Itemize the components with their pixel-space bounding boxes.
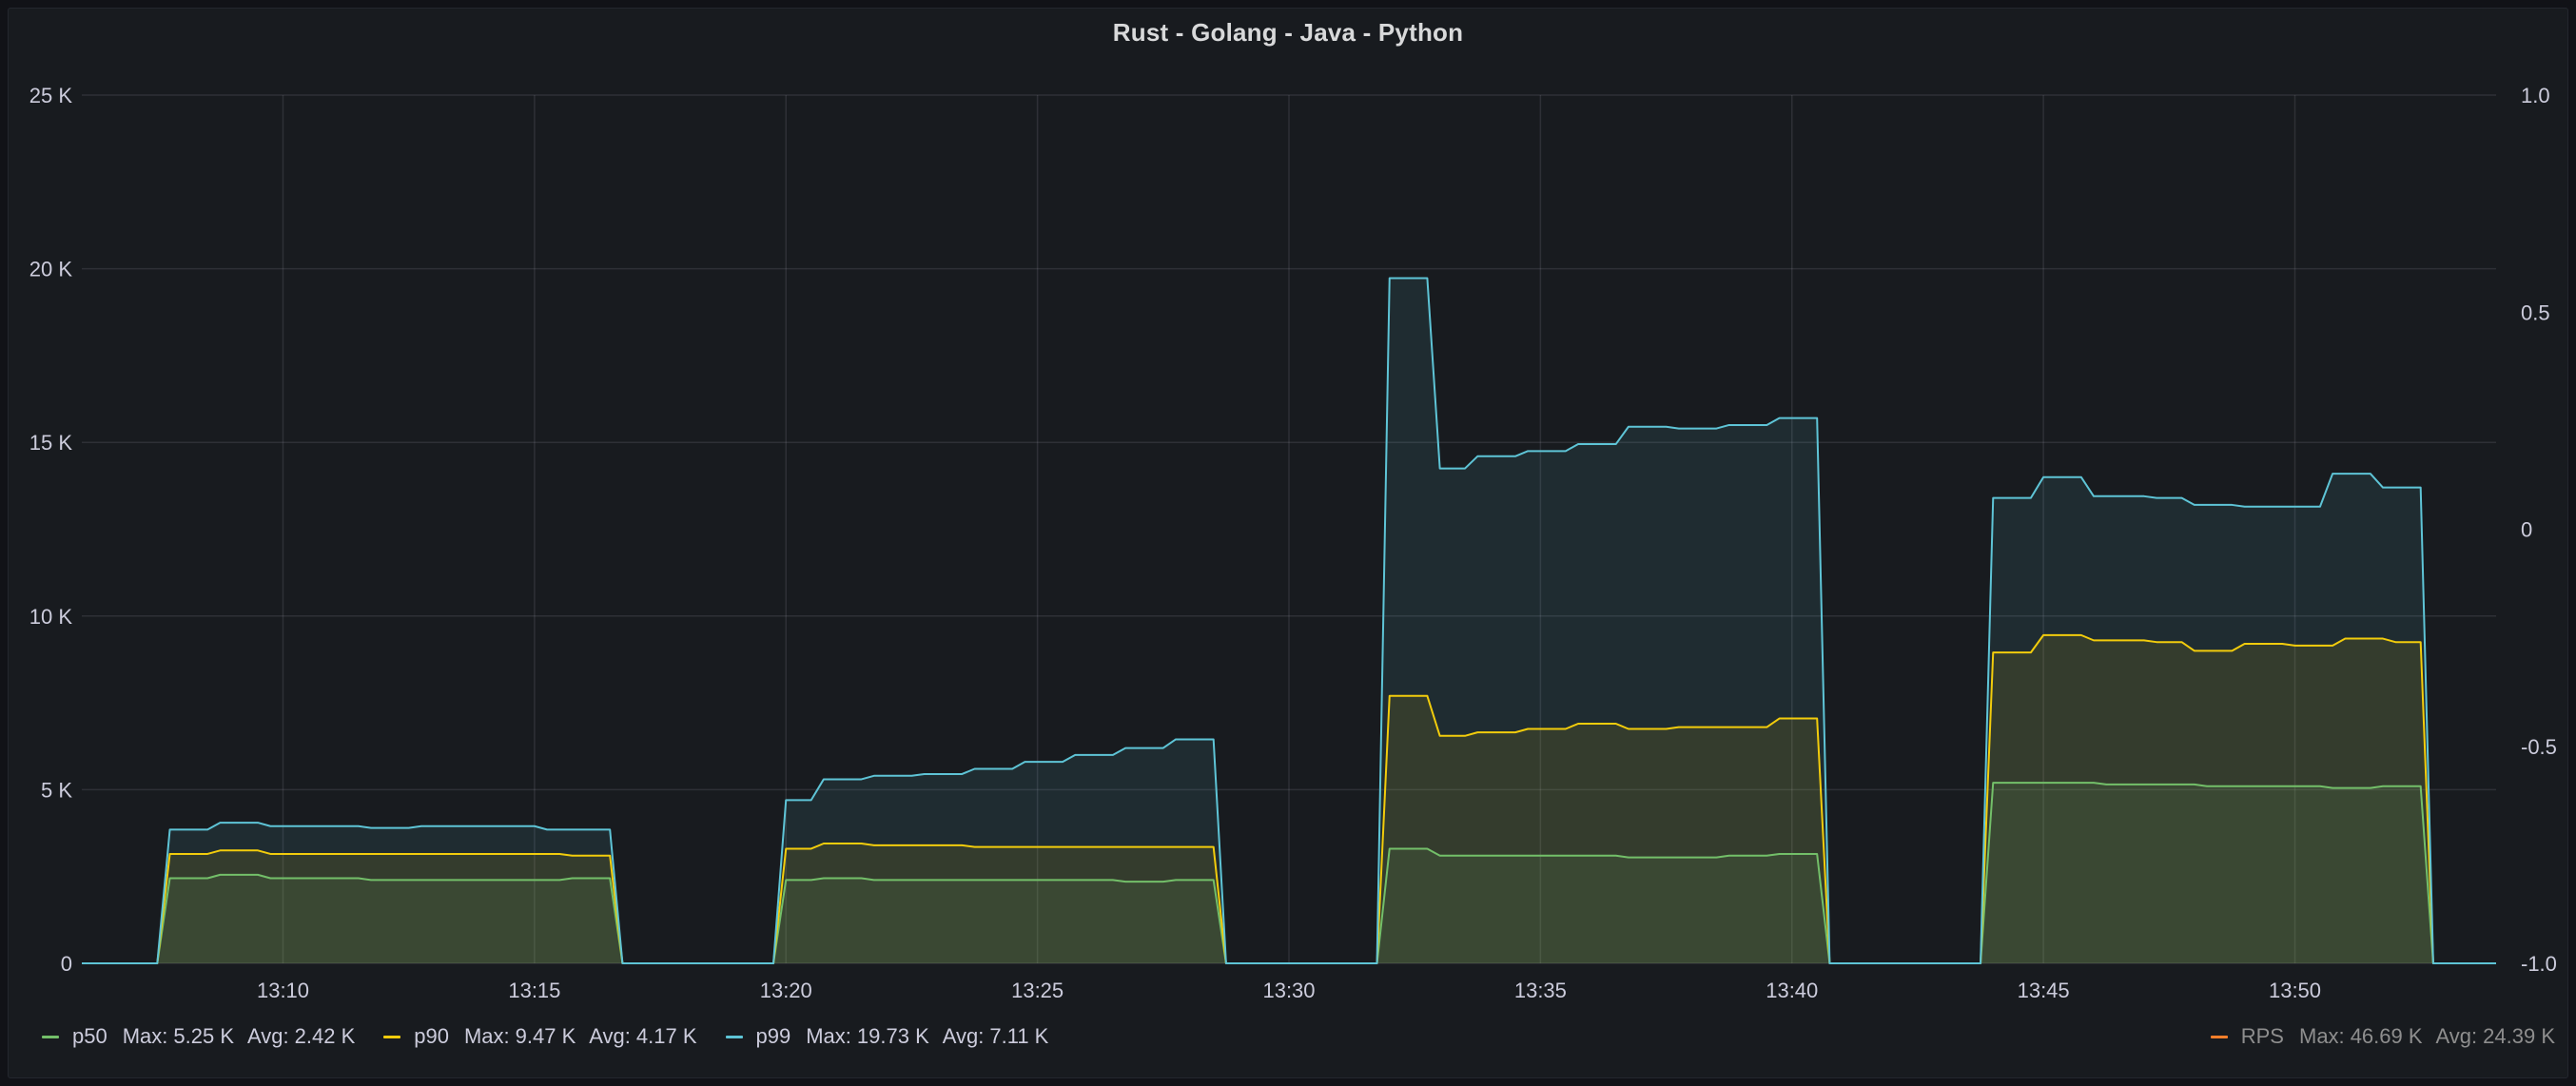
panel-title[interactable]: Rust - Golang - Java - Python (1112, 18, 1464, 47)
legend-max-label: Max: (2299, 1024, 2345, 1048)
legend-item-p99[interactable]: p99 Max: 19.73 K Avg: 7.11 K (725, 1024, 1049, 1049)
legend-max-value: 9.47 K (515, 1024, 576, 1048)
legend-series-name: p50 (72, 1024, 107, 1048)
y2-tick-label-0: -1.0 (2521, 952, 2557, 976)
legend-item-p90[interactable]: p90 Max: 9.47 K Avg: 4.17 K (383, 1024, 697, 1049)
x-tick-label-2: 13:20 (760, 979, 812, 1002)
legend-series-name: RPS (2240, 1024, 2284, 1048)
legend-avg-label: Avg: (247, 1024, 289, 1048)
legend-series-name: p99 (755, 1024, 791, 1048)
x-tick-label-4: 13:30 (1262, 979, 1315, 1002)
legend-swatch-icon (383, 1035, 401, 1038)
legend-right: RPS Max: 46.69 K Avg: 24.39 K (2210, 1024, 2555, 1049)
legend-avg-label: Avg: (942, 1024, 985, 1048)
chart-lines (82, 277, 2496, 964)
legend-avg-value: 7.11 K (989, 1024, 1049, 1048)
x-tick-label-7: 13:45 (2018, 979, 2070, 1002)
y-tick-label-1: 5 K (41, 778, 72, 802)
series-area-p50 (82, 783, 2496, 963)
x-tick-label-0: 13:10 (257, 979, 309, 1002)
series-area-p99 (82, 278, 2496, 963)
x-axis: 13:10 13:15 13:20 13:25 13:30 13:35 13:40 13:45… (257, 979, 2321, 1002)
graph-panel: Rust - Golang - Java - Python (8, 8, 2568, 1078)
legend-max-value: 46.69 K (2350, 1024, 2423, 1048)
y-tick-label-4: 20 K (29, 258, 73, 281)
y2-tick-label-3: 0.5 (2521, 301, 2550, 324)
x-tick-label-3: 13:25 (1011, 979, 1064, 1002)
x-tick-label-6: 13:40 (1766, 979, 1818, 1002)
legend-series-name: p90 (414, 1024, 449, 1048)
legend-item-rps[interactable]: RPS Max: 46.69 K Avg: 24.39 K (2210, 1024, 2555, 1049)
legend-avg-value: 2.42 K (294, 1024, 356, 1048)
legend-swatch-icon (2210, 1035, 2228, 1038)
series-line-p99[interactable] (82, 277, 2496, 964)
y-tick-label-3: 15 K (29, 431, 73, 455)
legend: p50 Max: 5.25 K Avg: 2.42 K p90 Max: 9.4… (42, 1024, 1048, 1049)
legend-max-value: 19.73 K (856, 1024, 929, 1048)
legend-max-value: 5.25 K (173, 1024, 235, 1048)
y-axis-right: -1.0 -0.5 0 0.5 1.0 (2521, 84, 2557, 976)
legend-max-label: Max: (806, 1024, 851, 1048)
legend-item-p50[interactable]: p50 Max: 5.25 K Avg: 2.42 K (42, 1024, 355, 1049)
y-axis-left: 0 5 K 10 K 15 K 20 K 25 K (29, 84, 73, 976)
legend-max-label: Max: (463, 1024, 510, 1048)
legend-max-label: Max: (122, 1024, 168, 1048)
legend-avg-label: Avg: (2435, 1024, 2478, 1048)
legend-avg-label: Avg: (589, 1024, 631, 1048)
y-tick-label-2: 10 K (29, 605, 73, 629)
y2-tick-label-2: 0 (2521, 518, 2532, 542)
y-tick-label-0: 0 (61, 952, 72, 976)
legend-avg-value: 4.17 K (635, 1024, 697, 1048)
y2-tick-label-4: 1.0 (2521, 84, 2550, 107)
chart-areas (82, 278, 2496, 963)
legend-swatch-icon (42, 1035, 59, 1038)
y2-tick-label-1: -0.5 (2521, 735, 2557, 759)
chart-grid (82, 94, 2496, 964)
x-tick-label-5: 13:35 (1514, 979, 1567, 1002)
series-area-p90 (82, 634, 2496, 963)
y-tick-label-5: 25 K (29, 84, 73, 107)
legend-swatch-icon (725, 1035, 743, 1038)
legend-avg-value: 24.39 K (2483, 1024, 2555, 1048)
x-tick-label-1: 13:15 (508, 979, 560, 1002)
x-tick-label-8: 13:50 (2269, 979, 2321, 1002)
